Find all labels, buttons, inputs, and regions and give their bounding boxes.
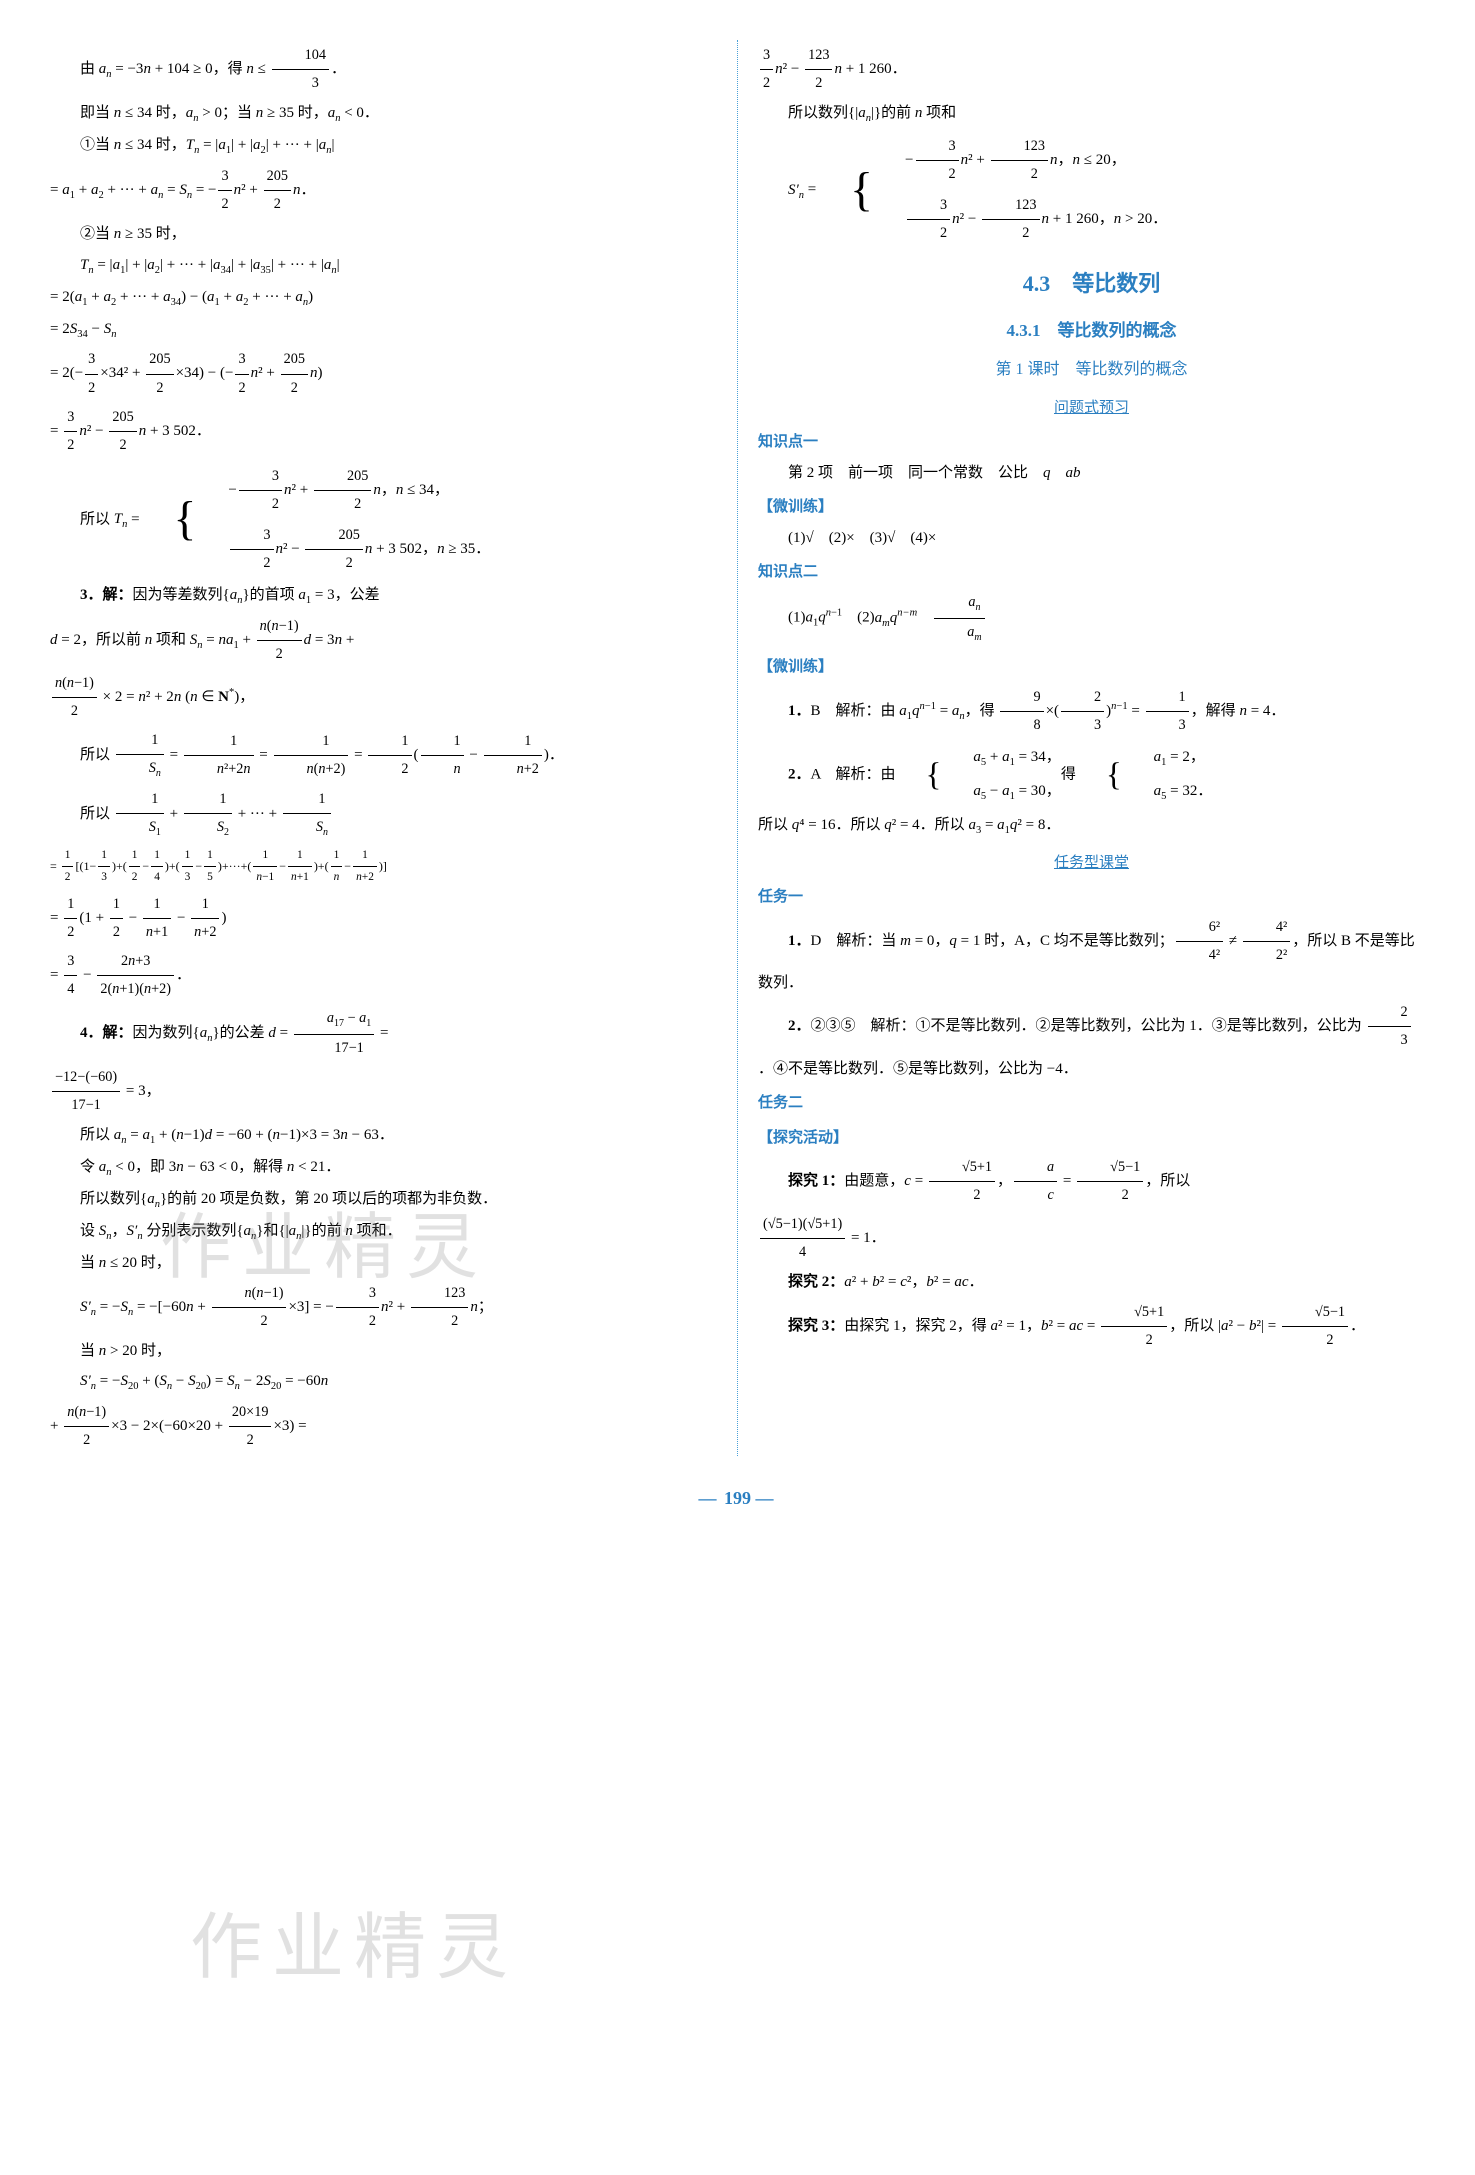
math-line: = a1 + a2 + ··· + an = Sn = −32n² + 2052… <box>50 163 717 218</box>
math-line: 所以 1Sn = 1n²+2n = 1n(n+2) = 12(1n − 1n+2… <box>50 727 717 784</box>
math-line: (√5−1)(√5+1)4 = 1． <box>758 1211 1425 1266</box>
micro-exercise-text: (1)√ (2)× (3)√ (4)× <box>758 524 1425 553</box>
math-line: = 2(−32×34² + 2052×34) − (−32n² + 2052n) <box>50 346 717 401</box>
math-line: = 2(a1 + a2 + ··· + a34) − (a1 + a2 + ··… <box>50 283 717 313</box>
preview-heading: 问题式预习 <box>758 394 1425 423</box>
math-line: 当 n ≤ 20 时， <box>50 1249 717 1278</box>
math-line: 令 an < 0，即 3n − 63 < 0，解得 n < 21． <box>50 1153 717 1183</box>
problem-4: 4．解：因为数列{an}的公差 d = a17 − a117−1 = <box>50 1005 717 1062</box>
page-number-value: 199 <box>724 1488 751 1508</box>
page-dash: — <box>756 1488 777 1508</box>
exercise-item: 2．A 解析：由{ a5 + a1 = 34， a5 − a1 = 30， 得{… <box>758 741 1425 809</box>
math-line: = 34 − 2n+32(n+1)(n+2)． <box>50 948 717 1003</box>
inquiry-3: 探究 3：由探究 1，探究 2，得 a² = 1，b² = ac = √5+12… <box>758 1299 1425 1354</box>
knowledge-point-2-text: (1)a1qn−1 (2)amqn−m anam <box>758 589 1425 648</box>
math-piecewise: S′n = { −32n² + 1232n，n ≤ 20， 32n² − 123… <box>758 131 1425 249</box>
knowledge-point-1-title: 知识点一 <box>758 428 1425 457</box>
inquiry-2: 探究 2：a² + b² = c²，b² = ac． <box>758 1268 1425 1297</box>
section-heading-4-3-1: 4.3.1 等比数列的概念 <box>758 315 1425 347</box>
math-line: d = 2，所以前 n 项和 Sn = na1 + n(n−1)2d = 3n … <box>50 613 717 668</box>
math-line: 所以 1S1 + 1S2 + ··· + 1Sn <box>50 786 717 843</box>
inquiry-1: 探究 1：由题意，c = √5+12，ac = √5−12，所以 <box>758 1154 1425 1209</box>
inquiry-activity-title: 【探究活动】 <box>758 1124 1425 1153</box>
math-line: 所以数列{|an|}的前 n 项和 <box>758 99 1425 129</box>
micro-exercise-title: 【微训练】 <box>758 653 1425 682</box>
right-column: 32n² − 1232n + 1 260． 所以数列{|an|}的前 n 项和 … <box>758 40 1425 1456</box>
task-1-title: 任务一 <box>758 883 1425 912</box>
math-line: 当 n > 20 时， <box>50 1337 717 1366</box>
math-line: n(n−1)2 × 2 = n² + 2n (n ∈ N*)， <box>50 670 717 725</box>
exercise-item: 2．②③⑤ 解析：①不是等比数列．②是等比数列，公比为 1．③是等比数列，公比为… <box>758 999 1425 1083</box>
classroom-heading: 任务型课堂 <box>758 849 1425 878</box>
task-2-title: 任务二 <box>758 1089 1425 1118</box>
math-line: S′n = −Sn = −[−60n + n(n−1)2×3] = −32n² … <box>50 1280 717 1335</box>
math-line: 设 Sn，S′n 分别表示数列{an}和{|an|}的前 n 项和． <box>50 1217 717 1247</box>
page-container: 由 an = −3n + 104 ≥ 0，得 n ≤ 1043． 即当 n ≤ … <box>50 40 1425 1456</box>
left-column: 由 an = −3n + 104 ≥ 0，得 n ≤ 1043． 即当 n ≤ … <box>50 40 717 1456</box>
page-number: — 199 — <box>50 1481 1425 1515</box>
exercise-item: 1．B 解析：由 a1qn−1 = an，得 98×(23)n−1 = 13，解… <box>758 684 1425 739</box>
micro-exercise-title: 【微训练】 <box>758 493 1425 522</box>
math-line: ①当 n ≤ 34 时，Tn = |a1| + |a2| + ··· + |an… <box>50 131 717 161</box>
math-line: + n(n−1)2×3 − 2×(−60×20 + 20×192×3) = <box>50 1399 717 1454</box>
page-dash: — <box>699 1488 720 1508</box>
math-line: = 12[(1−13)+(12−14)+(13−15)+···+(1n−1−1n… <box>50 845 717 889</box>
math-line: 由 an = −3n + 104 ≥ 0，得 n ≤ 1043． <box>50 42 717 97</box>
math-line: ②当 n ≥ 35 时， <box>50 220 717 249</box>
section-heading-4-3: 4.3 等比数列 <box>758 263 1425 305</box>
knowledge-point-1-text: 第 2 项 前一项 同一个常数 公比 q ab <box>758 459 1425 488</box>
math-line: −12−(−60)17−1 = 3， <box>50 1064 717 1119</box>
watermark: 作业精灵 <box>190 1880 518 2017</box>
math-line: 所以 q⁴ = 16．所以 q² = 4．所以 a3 = a1q² = 8． <box>758 811 1425 841</box>
column-divider <box>737 40 738 1456</box>
math-line: 即当 n ≤ 34 时，an > 0；当 n ≥ 35 时，an < 0． <box>50 99 717 129</box>
math-line: 所以 an = a1 + (n−1)d = −60 + (n−1)×3 = 3n… <box>50 1121 717 1151</box>
math-piecewise: 所以 Tn = { −32n² + 2052n，n ≤ 34， 32n² − 2… <box>50 461 717 579</box>
math-line: = 12(1 + 12 − 1n+1 − 1n+2) <box>50 891 717 946</box>
math-line: = 32n² − 2052n + 3 502． <box>50 404 717 459</box>
exercise-item: 1．D 解析：当 m = 0，q = 1 时，A，C 均不是等比数列；6²4² … <box>758 914 1425 998</box>
knowledge-point-2-title: 知识点二 <box>758 558 1425 587</box>
math-line: = 2S34 − Sn <box>50 315 717 345</box>
math-line: 32n² − 1232n + 1 260． <box>758 42 1425 97</box>
math-line: S′n = −S20 + (Sn − S20) = Sn − 2S20 = −6… <box>50 1367 717 1397</box>
math-line: Tn = |a1| + |a2| + ··· + |a34| + |a35| +… <box>50 251 717 281</box>
lesson-heading: 第 1 课时 等比数列的概念 <box>758 355 1425 385</box>
math-line: 所以数列{an}的前 20 项是负数，第 20 项以后的项都为非负数． <box>50 1185 717 1215</box>
problem-3: 3．解：因为等差数列{an}的首项 a1 = 3，公差 <box>50 581 717 611</box>
